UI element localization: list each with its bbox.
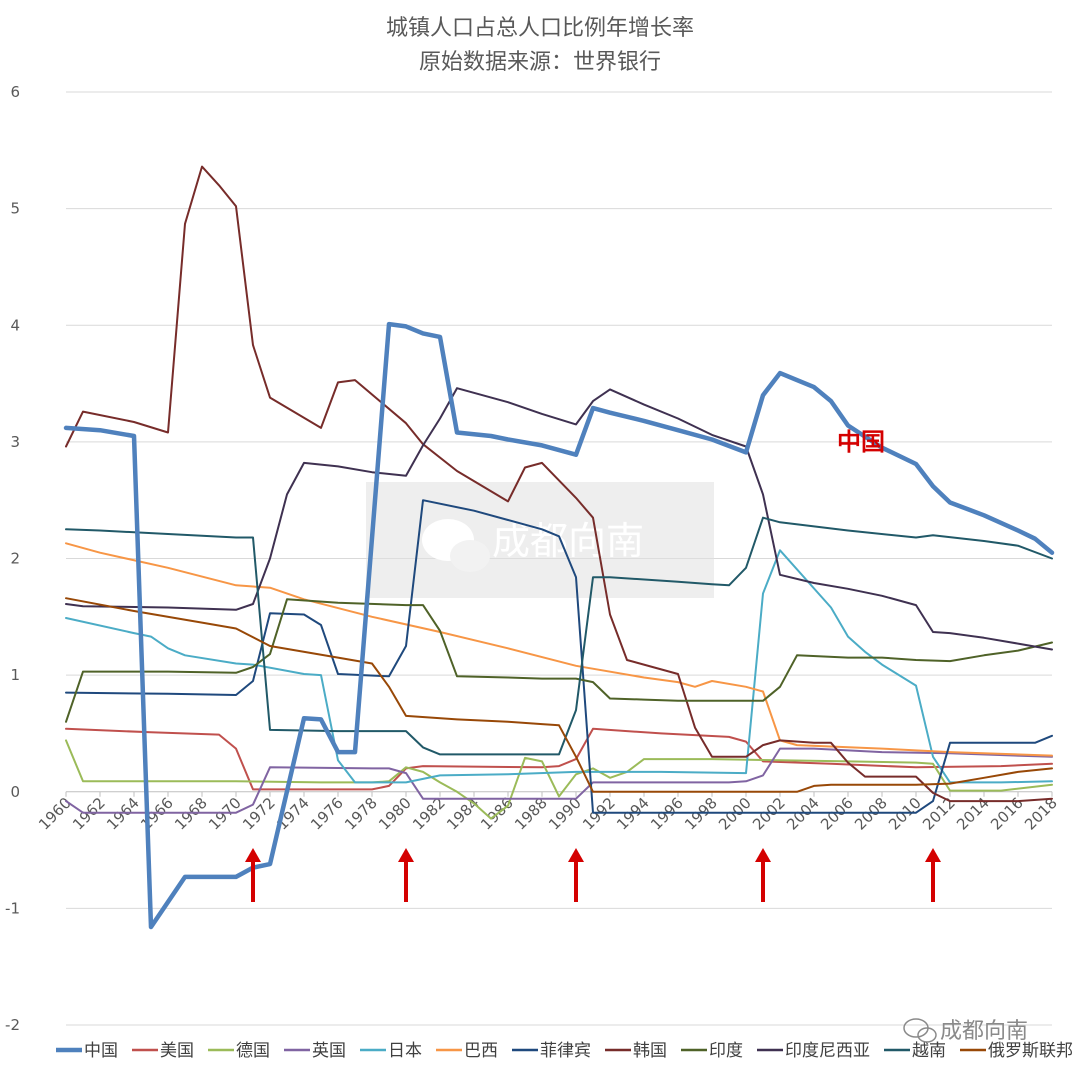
series-line-8 bbox=[65, 598, 1053, 723]
x-tick-label: 2012 bbox=[919, 794, 959, 834]
x-tick-label: 2014 bbox=[953, 794, 993, 834]
legend-label: 俄罗斯联邦 bbox=[988, 1041, 1073, 1061]
legend-label: 中国 bbox=[84, 1041, 118, 1061]
y-tick-label: 2 bbox=[10, 550, 20, 568]
legend-label: 印度尼西亚 bbox=[785, 1041, 870, 1061]
x-tick-label: 2010 bbox=[885, 794, 925, 834]
legend: 中国 美国 德国 英国 日本 巴西 菲律宾 韩国 印度 印度尼西亚 越南 俄罗斯联邦 bbox=[56, 1041, 1073, 1061]
legend-label: 菲律宾 bbox=[540, 1041, 591, 1061]
x-tick-label: 1984 bbox=[443, 794, 483, 834]
series-line-7 bbox=[65, 165, 1053, 803]
y-tick-label: 1 bbox=[10, 666, 20, 684]
corner-watermark: 成都向南 bbox=[903, 1018, 1028, 1044]
annotations: 中国 bbox=[837, 428, 885, 456]
legend-label: 巴西 bbox=[464, 1041, 498, 1061]
x-tick-label: 1960 bbox=[35, 794, 75, 834]
series-line-6 bbox=[65, 499, 1053, 814]
x-tick-label: 2004 bbox=[783, 794, 823, 834]
x-tick-label: 2016 bbox=[987, 794, 1027, 834]
y-tick-label: -2 bbox=[5, 1016, 20, 1034]
x-tick-label: 1982 bbox=[409, 794, 449, 834]
arrow-head bbox=[568, 848, 584, 862]
legend-label: 韩国 bbox=[633, 1041, 667, 1061]
arrow-head bbox=[925, 848, 941, 862]
arrow-head bbox=[755, 848, 771, 862]
x-tick-label: 1962 bbox=[69, 794, 109, 834]
arrow-head bbox=[245, 848, 261, 862]
legend-label: 印度 bbox=[709, 1041, 743, 1061]
series-lines bbox=[63, 165, 1055, 930]
arrow-head bbox=[398, 848, 414, 862]
watermark-corner-text: 成都向南 bbox=[940, 1019, 1028, 1044]
y-tick-label: -1 bbox=[5, 899, 20, 917]
series-line-5 bbox=[65, 542, 1053, 757]
x-tick-label: 2006 bbox=[817, 794, 857, 834]
legend-label: 越南 bbox=[912, 1041, 946, 1061]
chart-title: 城镇人口占总人口比例年增长率 bbox=[385, 16, 694, 41]
series-line-10 bbox=[65, 516, 1053, 756]
series-line-9 bbox=[65, 387, 1053, 651]
x-tick-label: 1994 bbox=[613, 794, 653, 834]
x-tick-label: 2008 bbox=[851, 794, 891, 834]
series-line-3 bbox=[65, 747, 1053, 814]
wechat-icon bbox=[903, 1018, 937, 1043]
x-tick-label: 1966 bbox=[137, 794, 177, 834]
legend-label: 德国 bbox=[236, 1041, 270, 1061]
x-tick-label: 1980 bbox=[375, 794, 415, 834]
x-tick-label: 1992 bbox=[579, 794, 619, 834]
x-tick-label: 1988 bbox=[511, 794, 551, 834]
y-tick-label: 4 bbox=[10, 316, 20, 334]
x-tick-label: 1990 bbox=[545, 794, 585, 834]
legend-label: 美国 bbox=[160, 1041, 194, 1061]
series-line-11 bbox=[65, 597, 1053, 793]
x-tick-label: 1998 bbox=[681, 794, 721, 834]
x-tick-label: 1972 bbox=[239, 794, 279, 834]
arrows bbox=[245, 848, 941, 902]
y-tick-label: 0 bbox=[10, 783, 20, 801]
x-tick-label: 2000 bbox=[715, 794, 755, 834]
chart-subtitle: 原始数据来源：世界银行 bbox=[418, 50, 661, 75]
series-line-0 bbox=[63, 321, 1055, 930]
x-tick-label: 1970 bbox=[205, 794, 245, 834]
x-tick-label: 1978 bbox=[341, 794, 381, 834]
series-line-1 bbox=[65, 727, 1053, 791]
gridlines bbox=[66, 91, 1052, 1026]
wechat-icon bbox=[422, 519, 490, 572]
x-tick-label: 2002 bbox=[749, 794, 789, 834]
x-tick-label: 1964 bbox=[103, 794, 143, 834]
annotation-label: 中国 bbox=[837, 428, 885, 456]
x-tick-label: 1968 bbox=[171, 794, 211, 834]
series-line-4 bbox=[65, 549, 1053, 784]
y-tick-label: 3 bbox=[10, 433, 20, 451]
x-tick-label: 1976 bbox=[307, 794, 347, 834]
x-tick-label: 1996 bbox=[647, 794, 687, 834]
y-tick-label: 5 bbox=[10, 200, 20, 218]
y-tick-label: 6 bbox=[10, 83, 20, 101]
legend-label: 日本 bbox=[388, 1041, 422, 1061]
legend-label: 英国 bbox=[312, 1041, 346, 1061]
